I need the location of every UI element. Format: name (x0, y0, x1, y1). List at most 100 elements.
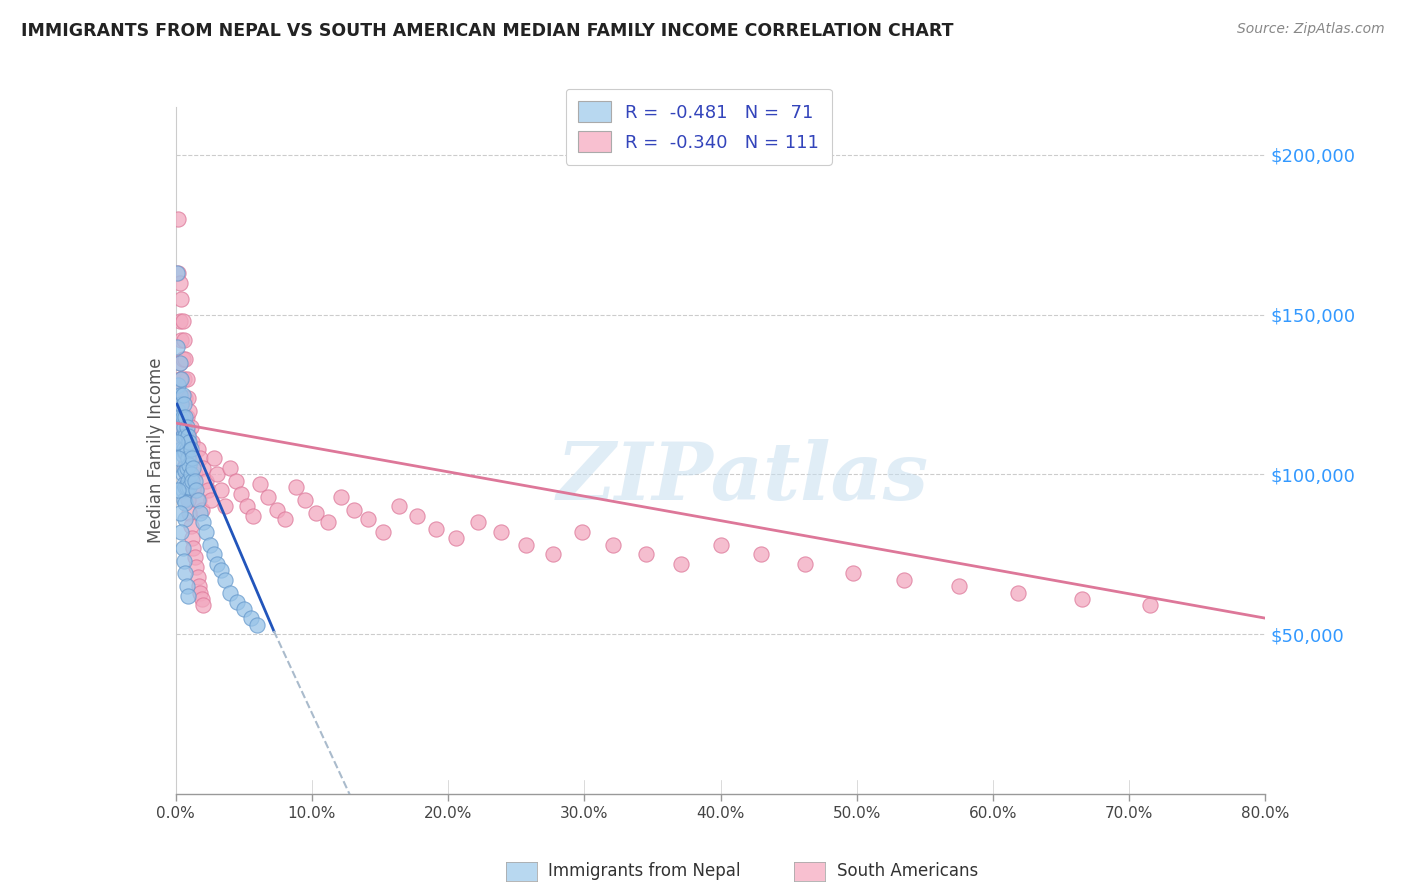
Point (257, 490, 280, 504)
Point (169, 409, 191, 424)
Legend: R =  -0.481   N =  71, R =  -0.340   N = 111: R = -0.481 N = 71, R = -0.340 N = 111 (565, 88, 832, 165)
Point (174, 512, 197, 526)
Point (176, 442, 198, 456)
Point (170, 442, 193, 456)
Point (948, 579, 970, 593)
Point (173, 442, 195, 456)
Point (179, 435, 201, 450)
Point (425, 522, 447, 536)
Point (176, 461, 198, 475)
Point (235, 500, 257, 514)
Point (169, 371, 191, 385)
Point (167, 211, 190, 226)
Point (176, 371, 198, 385)
Point (172, 391, 194, 405)
Point (202, 547, 225, 561)
Point (893, 573, 915, 587)
Point (167, 483, 190, 498)
Text: IMMIGRANTS FROM NEPAL VS SOUTH AMERICAN MEDIAN FAMILY INCOME CORRELATION CHART: IMMIGRANTS FROM NEPAL VS SOUTH AMERICAN … (21, 22, 953, 40)
Point (167, 266, 190, 280)
Point (194, 524, 217, 539)
Point (191, 461, 214, 475)
Point (176, 409, 198, 424)
Point (467, 516, 489, 530)
Point (173, 409, 195, 424)
Point (181, 467, 204, 482)
Point (172, 409, 194, 424)
Point (669, 557, 692, 571)
Point (174, 425, 197, 440)
Point (231, 486, 253, 500)
Point (329, 490, 352, 504)
Point (188, 506, 211, 520)
Point (170, 524, 193, 539)
Point (170, 397, 193, 411)
Point (174, 352, 197, 367)
Point (173, 419, 195, 434)
Point (371, 524, 394, 539)
Point (172, 429, 194, 443)
Point (294, 493, 316, 508)
Point (180, 442, 202, 456)
Point (172, 467, 194, 482)
Text: ZIPatlas: ZIPatlas (557, 439, 928, 516)
Point (200, 493, 222, 508)
Point (174, 409, 197, 424)
Point (1139, 599, 1161, 613)
Point (181, 531, 204, 545)
Point (388, 500, 411, 514)
Point (179, 458, 201, 472)
Point (170, 442, 193, 456)
Point (173, 477, 195, 491)
Point (170, 292, 193, 306)
Point (602, 538, 624, 552)
Point (172, 314, 194, 328)
Point (751, 547, 773, 561)
Point (634, 547, 657, 561)
Point (219, 585, 242, 599)
Point (173, 333, 195, 347)
Point (176, 477, 198, 491)
Point (174, 445, 197, 459)
Point (169, 356, 191, 370)
Point (169, 506, 191, 520)
Point (184, 467, 207, 482)
Point (186, 569, 209, 583)
Point (166, 266, 188, 280)
Point (172, 541, 194, 555)
Point (173, 493, 195, 508)
Point (446, 531, 468, 545)
Point (170, 371, 193, 385)
Point (170, 371, 193, 385)
Point (209, 483, 232, 498)
Point (266, 502, 288, 516)
Point (173, 397, 195, 411)
Point (794, 557, 817, 571)
Point (177, 391, 200, 405)
Point (181, 451, 204, 466)
Point (219, 461, 242, 475)
Point (284, 480, 307, 494)
Point (170, 419, 193, 434)
Point (174, 496, 197, 510)
Point (225, 474, 247, 488)
Point (209, 563, 232, 577)
Y-axis label: Median Family Income: Median Family Income (146, 358, 165, 543)
Point (226, 595, 249, 609)
Point (180, 419, 202, 434)
Point (172, 448, 194, 462)
Point (186, 483, 208, 498)
Point (214, 573, 236, 587)
Point (191, 599, 214, 613)
Point (166, 419, 188, 434)
Point (541, 547, 564, 561)
Point (177, 451, 200, 466)
Point (166, 340, 188, 354)
Point (186, 493, 209, 508)
Point (176, 419, 198, 434)
Point (179, 439, 201, 453)
Point (174, 461, 197, 475)
Point (174, 566, 197, 581)
Point (179, 470, 201, 484)
Point (180, 451, 202, 466)
